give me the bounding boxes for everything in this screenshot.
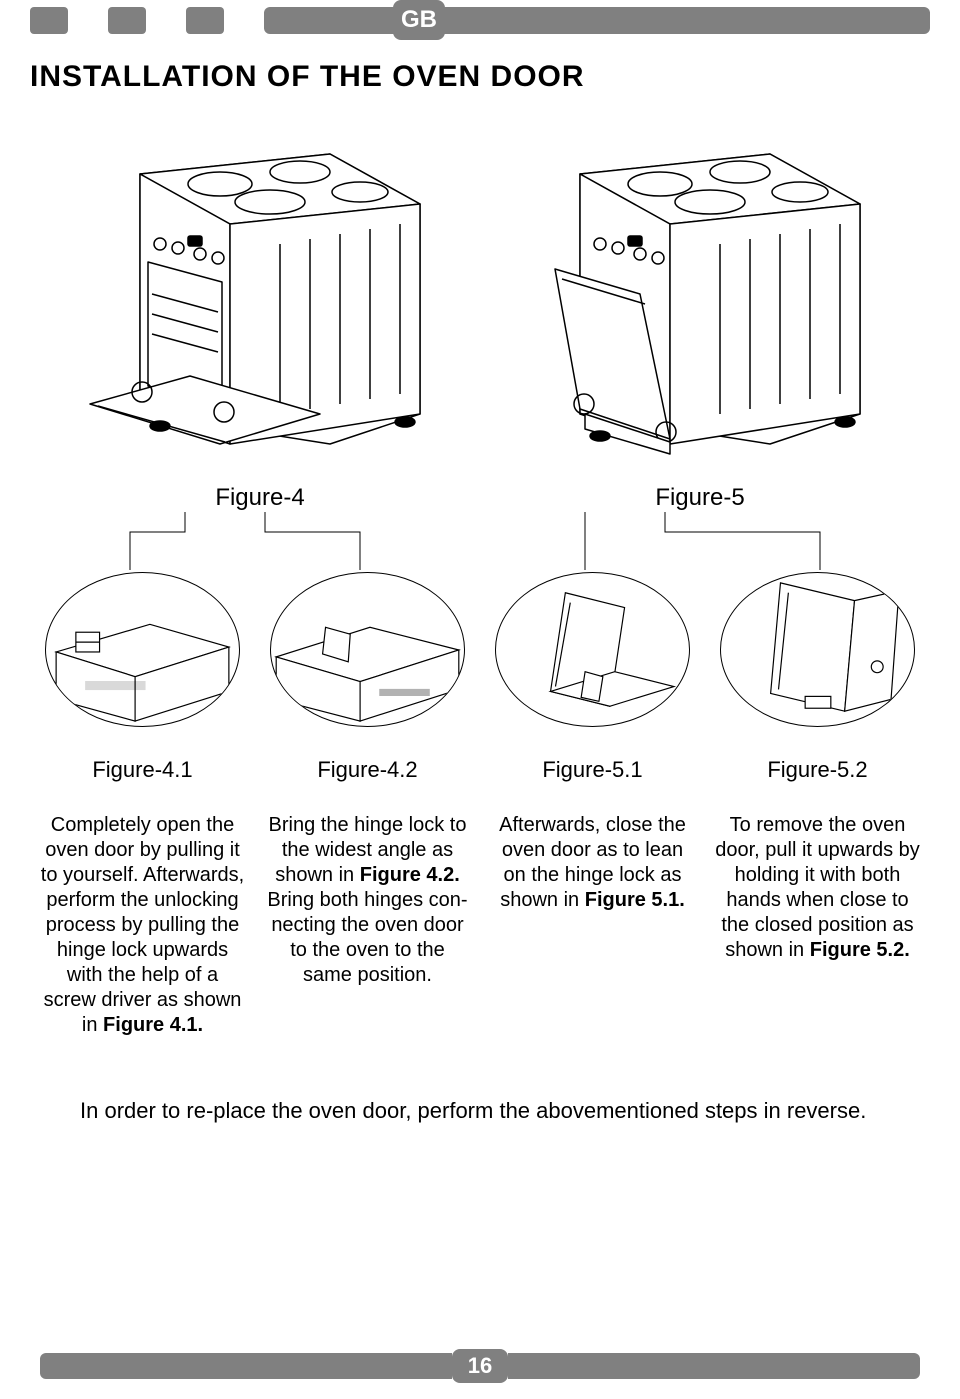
detail-circle-4-2 xyxy=(270,572,465,727)
detail-circles-row: Figure-4.1 Figure-4.2 xyxy=(0,572,960,783)
instruction-columns: Completely open the oven door by pulling… xyxy=(0,783,960,1038)
detail-circle-4-1 xyxy=(45,572,240,727)
detail-4-2: Figure-4.2 xyxy=(265,572,470,783)
text-1a: Completely open the oven door by pulling… xyxy=(41,814,244,1036)
instruction-col-2: Bring the hinge lock to the widest angle… xyxy=(265,813,470,1038)
page-bar-right xyxy=(508,1353,920,1379)
footer-note: In order to re-place the oven door, perf… xyxy=(80,1098,920,1124)
detail-label-5-1: Figure-5.1 xyxy=(542,757,642,783)
detail-5-1: Figure-5.1 xyxy=(490,572,695,783)
tab-bar-left xyxy=(264,7,394,34)
header-tab-row: GB xyxy=(0,0,960,40)
text-2c: Bring both hinges con­necting the oven d… xyxy=(267,889,467,986)
page-number-bar: 16 xyxy=(40,1349,920,1383)
tab-square xyxy=(30,7,68,34)
text-3b: Figure 5.1. xyxy=(585,889,685,911)
detail-4-1: Figure-4.1 xyxy=(40,572,245,783)
main-figures-row: Figure-4 xyxy=(0,104,960,512)
page-number-badge: 16 xyxy=(452,1349,508,1383)
instruction-col-1: Completely open the oven door by pulling… xyxy=(40,813,245,1038)
tab-square xyxy=(186,7,224,34)
section-title: INSTALLATION OF THE OVEN DOOR xyxy=(30,60,960,94)
language-badge: GB xyxy=(393,0,445,40)
detail-5-2: Figure-5.2 xyxy=(715,572,920,783)
connector-lines xyxy=(40,512,920,572)
detail-circle-5-1 xyxy=(495,572,690,727)
text-2b: Figure 4.2. xyxy=(360,864,460,886)
detail-label-5-2: Figure-5.2 xyxy=(767,757,867,783)
page-bar-left xyxy=(40,1353,452,1379)
detail-circle-5-2 xyxy=(720,572,915,727)
instruction-col-4: To remove the oven door, pull it upwards… xyxy=(715,813,920,1038)
instruction-col-3: Afterwards, close the oven door as to le… xyxy=(490,813,695,1038)
figure-5-label: Figure-5 xyxy=(655,484,744,512)
text-4b: Figure 5.2. xyxy=(810,939,910,961)
figure-4-box: Figure-4 xyxy=(60,114,460,512)
tab-bar-right xyxy=(444,7,930,34)
detail-label-4-2: Figure-4.2 xyxy=(317,757,417,783)
figure-5-box: Figure-5 xyxy=(500,114,900,512)
oven-open-illustration xyxy=(70,114,450,474)
figure-4-label: Figure-4 xyxy=(215,484,304,512)
text-1b: Figure 4.1. xyxy=(103,1014,203,1036)
oven-angled-door-illustration xyxy=(510,114,890,474)
detail-label-4-1: Figure-4.1 xyxy=(92,757,192,783)
tab-square xyxy=(108,7,146,34)
